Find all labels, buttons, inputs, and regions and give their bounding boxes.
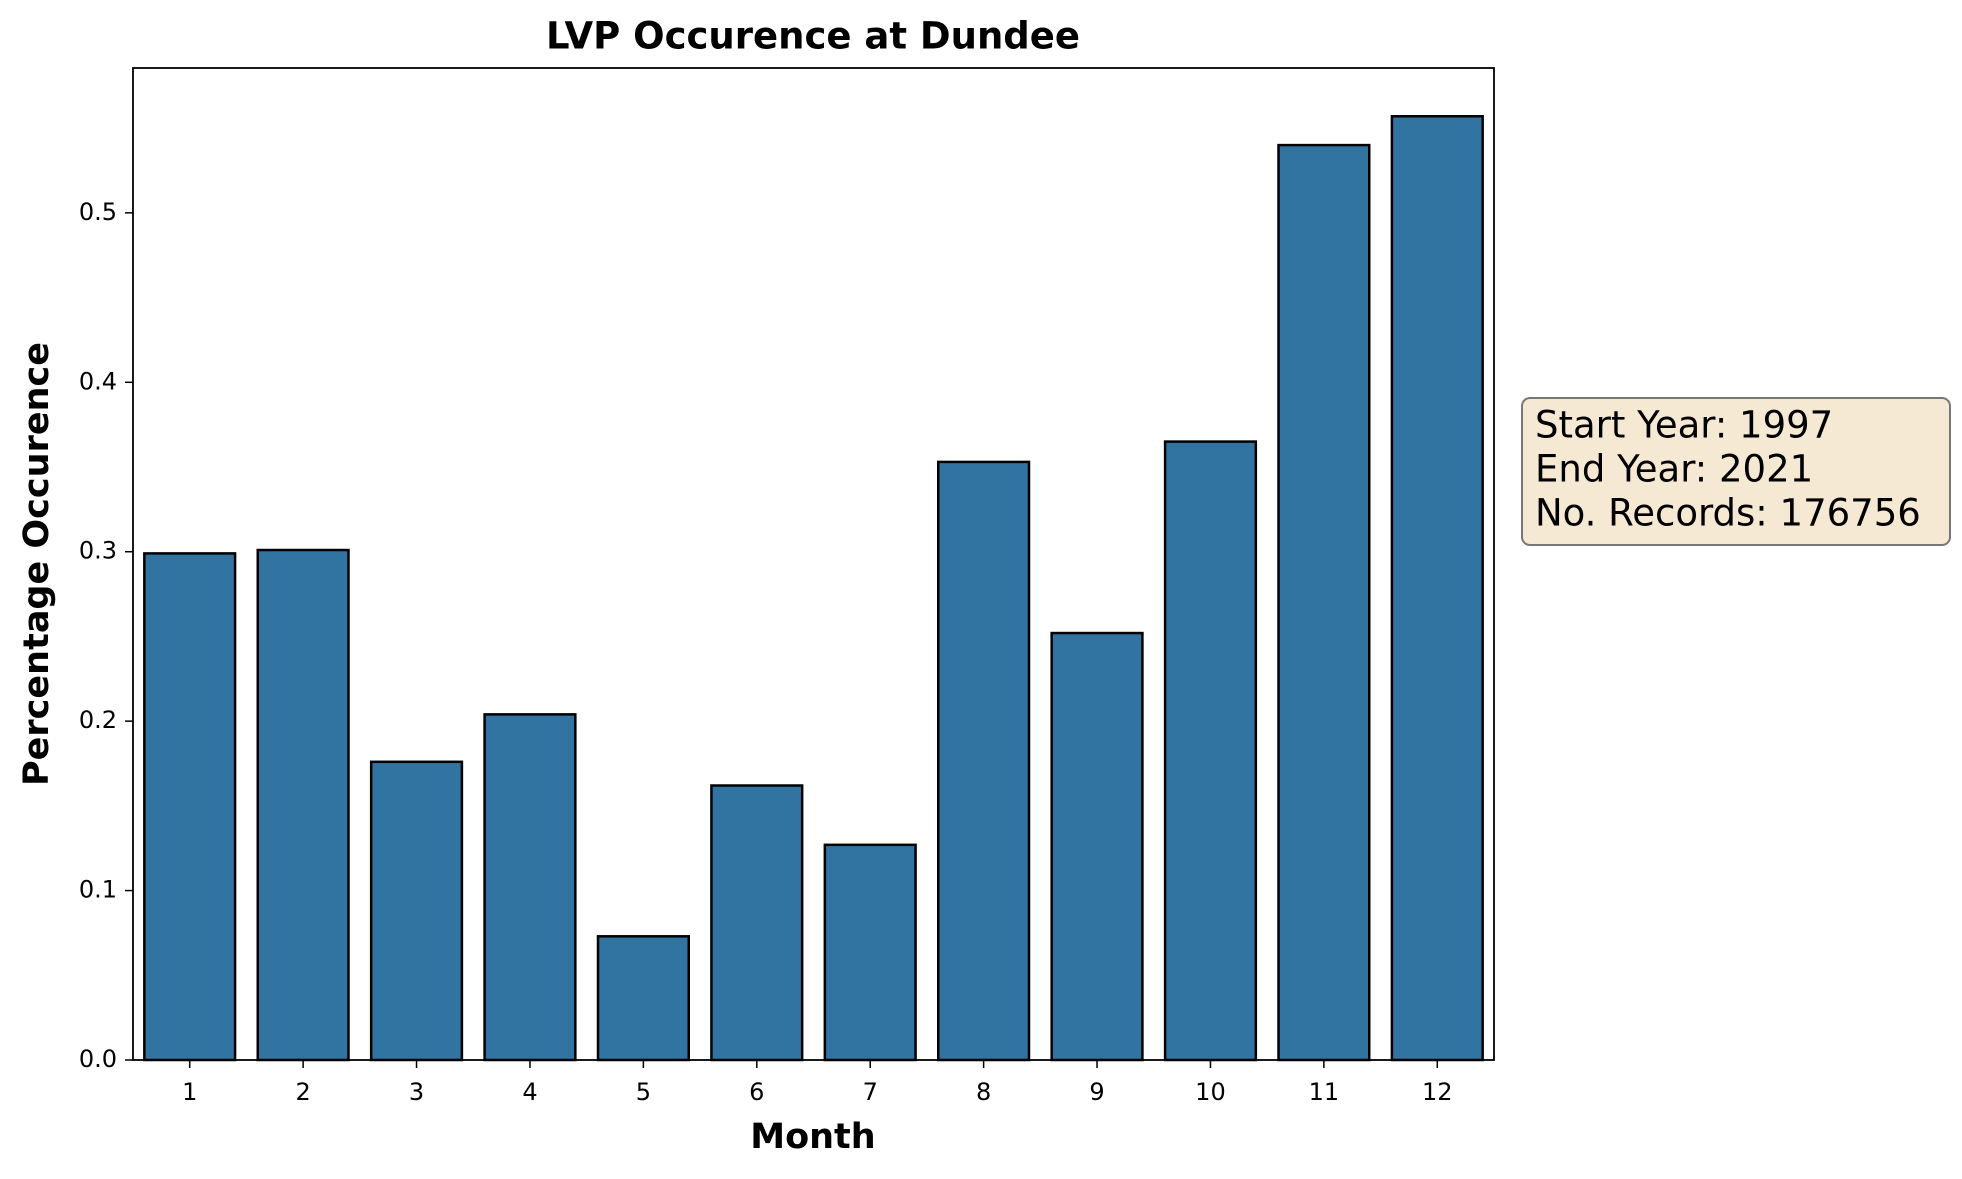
x-tick-label: 11	[1309, 1078, 1340, 1106]
x-tick-label: 3	[409, 1078, 424, 1106]
bar	[483, 713, 577, 1062]
x-tick-label: 12	[1422, 1078, 1453, 1106]
bar	[1277, 143, 1371, 1062]
y-tick-label: 0.5	[79, 198, 117, 226]
annotation-line: End Year: 2021	[1535, 448, 1813, 491]
x-tick-label: 10	[1195, 1078, 1226, 1106]
y-tick-label: 0.3	[79, 537, 117, 565]
x-tick-label: 4	[522, 1078, 537, 1106]
x-tick-label: 9	[1089, 1078, 1104, 1106]
bar	[1163, 440, 1258, 1062]
bar	[1390, 115, 1484, 1062]
bar	[823, 843, 917, 1062]
x-axis-label: Month	[750, 1117, 875, 1157]
bar	[369, 760, 464, 1062]
y-tick-label: 0.0	[79, 1045, 117, 1073]
annotation-line: Start Year: 1997	[1535, 404, 1833, 447]
y-tick-label: 0.1	[79, 876, 117, 904]
bar	[143, 552, 237, 1062]
x-tick-label: 5	[636, 1078, 651, 1106]
x-tick-label: 1	[182, 1078, 197, 1106]
x-tick-label: 8	[976, 1078, 991, 1106]
x-tick-label: 7	[863, 1078, 878, 1106]
bar	[710, 784, 804, 1062]
annotation-line: No. Records: 176756	[1535, 492, 1921, 535]
y-axis-label: Percentage Occurence	[17, 342, 57, 786]
bar	[937, 460, 1031, 1062]
x-tick-label: 6	[749, 1078, 764, 1106]
bar	[1050, 631, 1144, 1062]
y-tick-label: 0.4	[79, 367, 117, 395]
bar	[256, 548, 350, 1062]
plot-frame	[132, 67, 1495, 1061]
bar	[596, 935, 690, 1062]
y-tick-label: 0.2	[79, 706, 117, 734]
x-tick-label: 2	[295, 1078, 310, 1106]
annotation-box	[1521, 397, 1951, 546]
chart-title: LVP Occurence at Dundee	[546, 15, 1080, 58]
